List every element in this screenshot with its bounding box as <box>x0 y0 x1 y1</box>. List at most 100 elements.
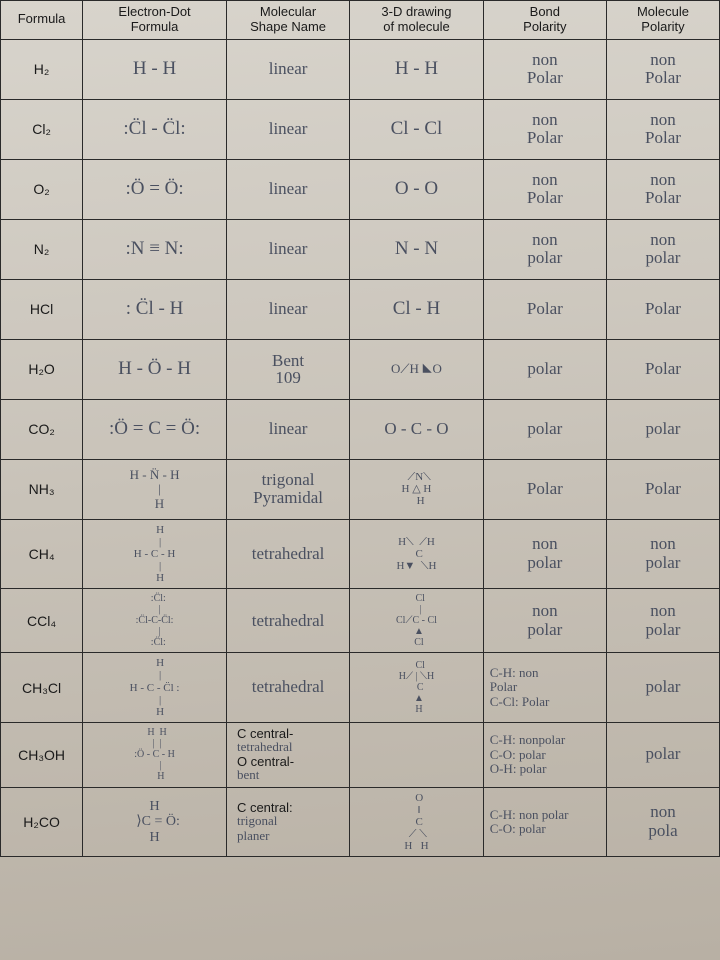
cell-formula: H₂ <box>1 39 83 99</box>
cell-shape: linear <box>226 219 349 279</box>
cell-3d: O - O <box>350 159 484 219</box>
cell-formula: Cl₂ <box>1 99 83 159</box>
cell-edot: :C̈l: | :C̈l-C-C̈l: | :C̈l: <box>83 589 227 653</box>
cell-bond: non Polar <box>483 99 606 159</box>
header-3d: 3-D drawing of molecule <box>350 1 484 40</box>
cell-shape: tetrahedral <box>226 653 349 722</box>
table-row: H₂ H - H linear H - H non Polar non Pola… <box>1 39 720 99</box>
table-row: Cl₂ :C̈l - C̈l: linear Cl - Cl non Polar… <box>1 99 720 159</box>
cell-edot: H - N̈ - H | H <box>83 459 227 519</box>
cell-formula: H₂O <box>1 339 83 399</box>
molecule-table: Formula Electron-Dot Formula Molecular S… <box>0 0 720 857</box>
cell-formula: CH₃Cl <box>1 653 83 722</box>
cell-3d: ⟋N⟍ H △ H H <box>350 459 484 519</box>
cell-shape: Bent 109 <box>226 339 349 399</box>
cell-3d: O ‖ C ⟋ ⟍ H H <box>350 787 484 856</box>
cell-bond: C-H: non polar C-O: polar <box>483 787 606 856</box>
cell-shape: C central: trigonal planer <box>226 787 349 856</box>
cell-3d <box>350 722 484 787</box>
cell-3d: Cl - Cl <box>350 99 484 159</box>
header-row: Formula Electron-Dot Formula Molecular S… <box>1 1 720 40</box>
cell-edot: :C̈l - C̈l: <box>83 99 227 159</box>
cell-formula: HCl <box>1 279 83 339</box>
cell-mol: Polar <box>606 339 719 399</box>
cell-shape: linear <box>226 39 349 99</box>
cell-formula: O₂ <box>1 159 83 219</box>
cell-mol: non polar <box>606 219 719 279</box>
cell-mol: Polar <box>606 279 719 339</box>
cell-bond: non polar <box>483 519 606 588</box>
cell-shape: linear <box>226 159 349 219</box>
header-bond: Bond Polarity <box>483 1 606 40</box>
table-row: N₂ :N ≡ N: linear N - N non polar non po… <box>1 219 720 279</box>
cell-edot: :Ö = Ö: <box>83 159 227 219</box>
cell-bond: non polar <box>483 589 606 653</box>
table-row: HCl : C̈l - H linear Cl - H Polar Polar <box>1 279 720 339</box>
cell-bond: Polar <box>483 279 606 339</box>
cell-bond: polar <box>483 399 606 459</box>
cell-edot: H H | | :Ö - C - H | H <box>83 722 227 787</box>
shape-hand-1: trigonal planer <box>237 814 277 843</box>
cell-edot: H - H <box>83 39 227 99</box>
cell-3d: Cl | Cl⟋C - Cl ▲ Cl <box>350 589 484 653</box>
table-row: CH₃Cl H | H - C - C̈l : | H tetrahedral … <box>1 653 720 722</box>
cell-mol: polar <box>606 653 719 722</box>
cell-formula: H₂CO <box>1 787 83 856</box>
table-row: H₂CO H ⟩C = Ö: H C central: trigonal pla… <box>1 787 720 856</box>
shape-printed-1: C central: <box>237 801 293 815</box>
cell-bond: non Polar <box>483 39 606 99</box>
cell-edot: H | H - C - H | H <box>83 519 227 588</box>
cell-bond: C-H: non Polar C-Cl: Polar <box>483 653 606 722</box>
cell-3d: Cl H⟋ | ⟍H C ▲ H <box>350 653 484 722</box>
shape-hand-1: tetrahedral <box>237 740 293 754</box>
cell-shape: tetrahedral <box>226 519 349 588</box>
table-row: CO₂ :Ö = C = Ö: linear O - C - O polar p… <box>1 399 720 459</box>
cell-shape: trigonal Pyramidal <box>226 459 349 519</box>
cell-shape: linear <box>226 399 349 459</box>
cell-mol: non Polar <box>606 99 719 159</box>
table-row: CCl₄ :C̈l: | :C̈l-C-C̈l: | :C̈l: tetrahe… <box>1 589 720 653</box>
cell-3d: H - H <box>350 39 484 99</box>
cell-3d: H⟍ ⟋H C H▼ ⟍H <box>350 519 484 588</box>
cell-bond: C-H: nonpolar C-O: polar O-H: polar <box>483 722 606 787</box>
cell-bond: Polar <box>483 459 606 519</box>
cell-formula: CH₄ <box>1 519 83 588</box>
cell-mol: non Polar <box>606 39 719 99</box>
worksheet: Formula Electron-Dot Formula Molecular S… <box>0 0 720 960</box>
cell-shape: C central- tetrahedral O central- bent <box>226 722 349 787</box>
cell-edot: H ⟩C = Ö: H <box>83 787 227 856</box>
shape-printed-2: O central- <box>237 755 294 769</box>
cell-mol: Polar <box>606 459 719 519</box>
cell-edot: H - Ö - H <box>83 339 227 399</box>
shape-hand-2: bent <box>237 768 259 782</box>
header-edot: Electron-Dot Formula <box>83 1 227 40</box>
cell-edot: :N ≡ N: <box>83 219 227 279</box>
table-row: CH₃OH H H | | :Ö - C - H | H C central- … <box>1 722 720 787</box>
cell-3d: O⟋H ◣O <box>350 339 484 399</box>
cell-edot: H | H - C - C̈l : | H <box>83 653 227 722</box>
table-row: O₂ :Ö = Ö: linear O - O non Polar non Po… <box>1 159 720 219</box>
cell-formula: CCl₄ <box>1 589 83 653</box>
cell-formula: NH₃ <box>1 459 83 519</box>
cell-mol: non pola <box>606 787 719 856</box>
table-body: H₂ H - H linear H - H non Polar non Pola… <box>1 39 720 856</box>
cell-edot: :Ö = C = Ö: <box>83 399 227 459</box>
header-formula: Formula <box>1 1 83 40</box>
table-row: H₂O H - Ö - H Bent 109 O⟋H ◣O polar Pola… <box>1 339 720 399</box>
cell-edot: : C̈l - H <box>83 279 227 339</box>
cell-formula: CO₂ <box>1 399 83 459</box>
cell-bond: non Polar <box>483 159 606 219</box>
cell-mol: non polar <box>606 519 719 588</box>
cell-mol: polar <box>606 399 719 459</box>
header-mol: Molecule Polarity <box>606 1 719 40</box>
cell-3d: O - C - O <box>350 399 484 459</box>
cell-formula: CH₃OH <box>1 722 83 787</box>
shape-printed-1: C central- <box>237 727 293 741</box>
header-shape: Molecular Shape Name <box>226 1 349 40</box>
cell-shape: linear <box>226 99 349 159</box>
cell-shape: linear <box>226 279 349 339</box>
cell-3d: Cl - H <box>350 279 484 339</box>
cell-3d: N - N <box>350 219 484 279</box>
cell-mol: polar <box>606 722 719 787</box>
cell-mol: non polar <box>606 589 719 653</box>
